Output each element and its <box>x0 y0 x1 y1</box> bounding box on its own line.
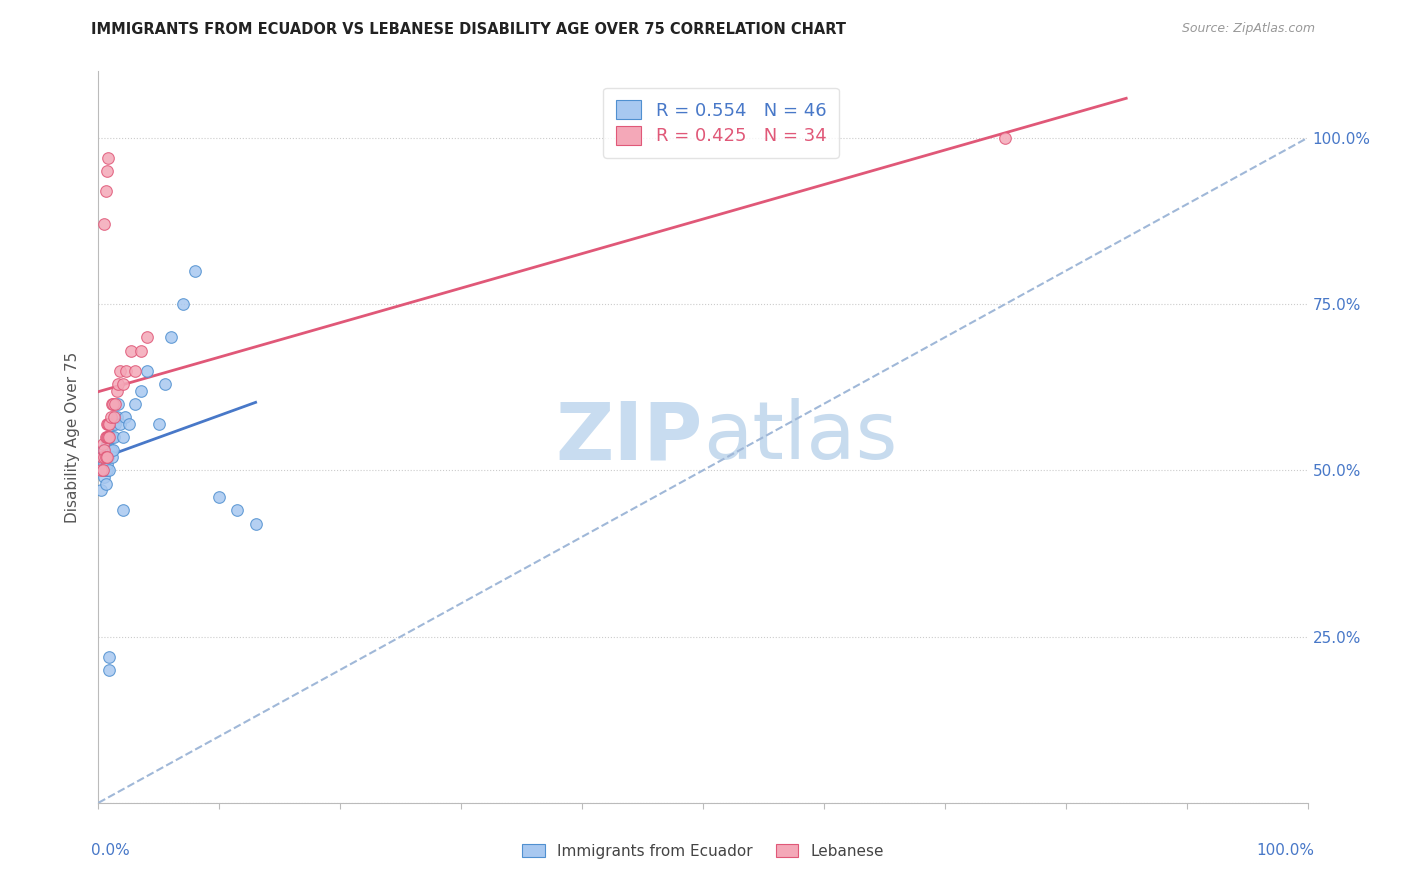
Point <box>98 443 121 458</box>
Point <box>101 397 124 411</box>
Point <box>97 430 120 444</box>
Point <box>124 397 146 411</box>
Point <box>96 430 118 444</box>
Point <box>107 397 129 411</box>
Point <box>103 410 125 425</box>
Point <box>100 430 122 444</box>
Point <box>96 457 118 471</box>
Point <box>148 417 170 431</box>
Point <box>98 430 121 444</box>
Point <box>100 397 122 411</box>
Point <box>97 417 120 431</box>
Point <box>94 450 117 464</box>
Point <box>101 417 124 431</box>
Point <box>93 450 115 464</box>
Point <box>91 457 114 471</box>
Text: 0.0%: 0.0% <box>91 843 131 858</box>
Point <box>94 430 117 444</box>
Point <box>97 151 120 165</box>
Point <box>111 430 134 444</box>
Point <box>115 363 138 377</box>
Point <box>160 330 183 344</box>
Point <box>105 410 128 425</box>
Point <box>91 436 114 450</box>
Point <box>93 217 115 231</box>
Point <box>93 463 115 477</box>
Point <box>153 376 176 391</box>
Point <box>91 450 114 464</box>
Point <box>129 384 152 398</box>
Point <box>994 131 1017 145</box>
Text: IMMIGRANTS FROM ECUADOR VS LEBANESE DISABILITY AGE OVER 75 CORRELATION CHART: IMMIGRANTS FROM ECUADOR VS LEBANESE DISA… <box>91 22 846 37</box>
Point <box>105 384 128 398</box>
Point <box>91 450 114 464</box>
Point <box>98 463 121 477</box>
Point <box>94 463 117 477</box>
Point <box>98 663 121 677</box>
Point <box>90 463 112 477</box>
Point <box>94 476 117 491</box>
Point <box>114 410 136 425</box>
Point <box>120 343 142 358</box>
Point <box>97 450 120 464</box>
Text: 100.0%: 100.0% <box>1257 843 1315 858</box>
Point <box>90 483 112 498</box>
Point <box>98 649 121 664</box>
Point <box>96 417 118 431</box>
Point <box>96 450 118 464</box>
Point <box>97 430 120 444</box>
Point <box>184 264 207 278</box>
Point <box>108 417 131 431</box>
Point <box>93 470 115 484</box>
Point <box>103 430 125 444</box>
Point <box>91 463 114 477</box>
Point <box>135 330 157 344</box>
Point <box>226 503 249 517</box>
Point <box>94 184 117 198</box>
Legend: Immigrants from Ecuador, Lebanese: Immigrants from Ecuador, Lebanese <box>515 836 891 866</box>
Point <box>107 376 129 391</box>
Point <box>101 443 124 458</box>
Point <box>96 463 118 477</box>
Point <box>100 430 122 444</box>
Y-axis label: Disability Age Over 75: Disability Age Over 75 <box>65 351 80 523</box>
Legend: R = 0.554   N = 46, R = 0.425   N = 34: R = 0.554 N = 46, R = 0.425 N = 34 <box>603 87 839 158</box>
Point <box>111 376 134 391</box>
Text: Source: ZipAtlas.com: Source: ZipAtlas.com <box>1181 22 1315 36</box>
Point <box>124 363 146 377</box>
Text: atlas: atlas <box>703 398 897 476</box>
Text: ZIP: ZIP <box>555 398 703 476</box>
Point <box>100 410 122 425</box>
Point <box>93 457 115 471</box>
Point <box>96 436 118 450</box>
Point <box>111 503 134 517</box>
Point <box>94 450 117 464</box>
Point <box>118 417 141 431</box>
Point <box>100 443 122 458</box>
Point <box>100 450 122 464</box>
Point <box>135 363 157 377</box>
Point <box>172 297 194 311</box>
Point <box>91 443 114 458</box>
Point <box>245 516 267 531</box>
Point <box>93 443 115 458</box>
Point <box>108 363 131 377</box>
Point <box>91 463 114 477</box>
Point <box>104 397 127 411</box>
Point <box>208 490 231 504</box>
Point <box>98 417 121 431</box>
Point <box>104 417 127 431</box>
Point <box>96 164 118 178</box>
Point <box>129 343 152 358</box>
